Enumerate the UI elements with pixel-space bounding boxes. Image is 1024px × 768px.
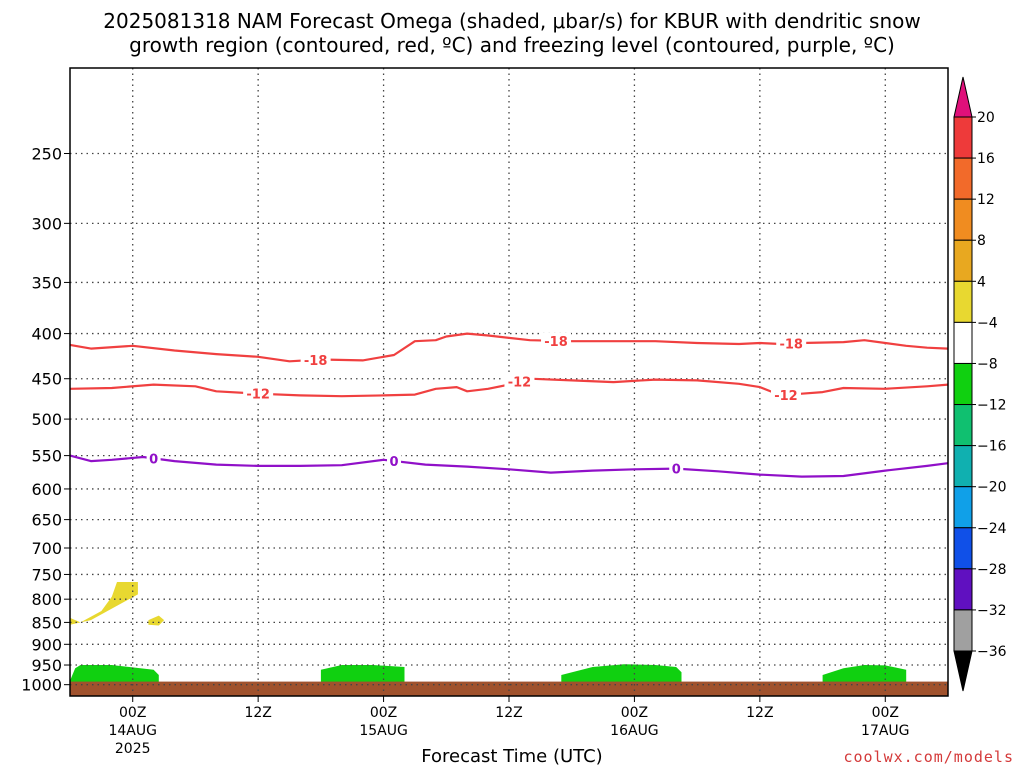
colorbar-swatch-4 (953, 280, 973, 323)
colorbar-label-1: 16 (977, 151, 995, 167)
x-tick-label-6: 00Z (872, 705, 899, 721)
contour-label-bg-2-0 (146, 450, 161, 467)
y-tick-label-500: 500 (31, 410, 62, 429)
y-tick-label-900: 900 (31, 635, 62, 654)
y-tick-label-950: 950 (31, 656, 62, 675)
x-tick-date-2: 15AUG (359, 723, 408, 739)
x-axis-title: Forecast Time (UTC) (421, 746, 603, 767)
x-tick-label-1: 12Z (244, 705, 271, 721)
y-tick-label-400: 400 (31, 325, 62, 344)
contour-label-2-0: 0 (149, 452, 158, 467)
colorbar-swatch-last (953, 609, 973, 652)
colorbar-swatch-11 (953, 568, 973, 611)
x-tick-label-2: 00Z (370, 705, 397, 721)
colorbar-label-11: −28 (977, 562, 1007, 578)
chart-title-line2: growth region (contoured, red, ºC) and f… (129, 33, 895, 57)
colorbar-swatch-10 (953, 527, 973, 570)
y-tick-label-250: 250 (31, 144, 62, 163)
y-tick-label-650: 650 (31, 511, 62, 530)
contour-label-1-1: -12 (508, 376, 532, 391)
omega-shade-1 (148, 615, 165, 626)
colorbar-swatch-7 (953, 404, 973, 447)
ground-fill (70, 681, 948, 696)
colorbar-swatch-5 (953, 321, 973, 364)
x-tick-label-0: 00Z (119, 705, 146, 721)
colorbar-swatch-8 (953, 445, 973, 488)
y-tick-label-800: 800 (31, 590, 62, 609)
colorbar-label-2: 12 (977, 192, 995, 208)
colorbar-label-3: 8 (977, 233, 986, 249)
colorbar-label-4: 4 (977, 274, 986, 290)
colorbar-swatch-0 (953, 116, 973, 159)
contour-label-bg-0-0 (300, 351, 331, 368)
x-tick-label-4: 00Z (621, 705, 648, 721)
site-credit: coolwx.com/models (843, 748, 1014, 766)
contour-label-1-2: -12 (774, 389, 798, 404)
y-tick-label-1000: 1000 (21, 676, 62, 695)
contour-label-bg-1-2 (770, 386, 801, 403)
omega-shade-2 (70, 665, 159, 685)
colorbar-label-13: −36 (977, 644, 1007, 660)
colorbar-swatch-3 (953, 239, 973, 282)
x-tick-date-0: 14AUG (108, 723, 157, 739)
contour-label-bg-1-1 (504, 373, 535, 390)
colorbar-label-10: −24 (977, 521, 1007, 537)
y-tick-label-700: 700 (31, 539, 62, 558)
y-tick-label-350: 350 (31, 273, 62, 292)
colorbar-label-8: −16 (977, 439, 1007, 455)
contour-label-bg-2-2 (669, 460, 684, 477)
x-tick-label-3: 12Z (495, 705, 522, 721)
colorbar-label-7: −12 (977, 398, 1007, 414)
x-tick-label-5: 12Z (746, 705, 773, 721)
colorbar-label-12: −32 (977, 603, 1007, 619)
colorbar-swatch-6 (953, 362, 973, 406)
contour-label-bg-0-2 (776, 335, 807, 352)
colorbar-label-5: −4 (977, 315, 998, 331)
colorbar-label-9: −20 (977, 480, 1007, 496)
contour-label-bg-2-1 (387, 452, 402, 469)
x-tick-date-6: 17AUG (861, 723, 910, 739)
plot-area: 250 300 350 400 450 500 550 600 650 700 750 800 850 9… (21, 67, 949, 757)
colorbar: 20 16 12 8 4 −4 −8 −12 −16 −20 −24 −28 −32 −36 (953, 76, 1007, 692)
contour-label-bg-1-0 (243, 385, 274, 402)
colorbar-bottom-triangle (953, 650, 973, 692)
contour-line-0 (69, 332, 949, 363)
colorbar-swatch-1 (953, 157, 973, 200)
contour-label-1-0: -12 (246, 388, 270, 403)
plot-frame (69, 67, 949, 697)
contour-line-2 (69, 454, 949, 478)
colorbar-label-6: −8 (977, 356, 998, 372)
y-tick-label-750: 750 (31, 565, 62, 584)
chart-title-line1: 2025081318 NAM Forecast Omega (shaded, μ… (103, 9, 921, 33)
contour-label-0-2: -18 (779, 338, 803, 353)
y-tick-label-600: 600 (31, 480, 62, 499)
colorbar-swatch-9 (953, 486, 973, 529)
colorbar-swatch-2 (953, 198, 973, 241)
omega-shade-4 (561, 664, 682, 685)
contour-label-0-0: -18 (304, 354, 328, 369)
colorbar-top-triangle (953, 76, 973, 118)
colorbar-label-0: 20 (977, 110, 995, 126)
contour-label-2-2: 0 (672, 463, 681, 478)
y-tick-label-450: 450 (31, 370, 62, 389)
y-tick-label-300: 300 (31, 214, 62, 233)
x-tick-year-0: 2025 (115, 741, 151, 757)
x-tick-date-4: 16AUG (610, 723, 659, 739)
y-tick-label-550: 550 (31, 447, 62, 466)
y-tick-label-850: 850 (31, 613, 62, 632)
omega-shade-0 (70, 582, 138, 625)
contour-label-2-1: 0 (390, 455, 399, 470)
contour-label-bg-0-1 (541, 332, 572, 349)
contour-label-0-1: -18 (544, 335, 568, 350)
